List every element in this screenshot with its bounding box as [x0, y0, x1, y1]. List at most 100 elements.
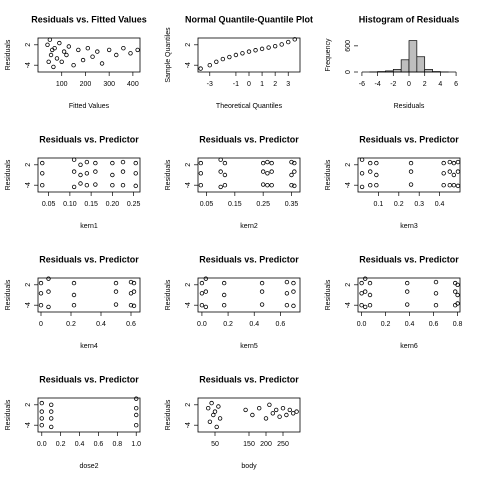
x-tick-label: 0.6 — [94, 441, 104, 448]
y-tick-label: 2 — [25, 163, 32, 167]
point — [46, 59, 51, 64]
point — [76, 47, 81, 53]
x-tick-label: 3 — [286, 81, 290, 88]
point — [78, 181, 83, 186]
point — [289, 172, 294, 178]
point — [222, 182, 228, 188]
point — [289, 182, 294, 188]
point — [133, 171, 138, 176]
x-axis-label: dose2 — [79, 463, 98, 470]
x-tick-label: 0.6 — [429, 321, 439, 328]
y-tick-label: -4 — [185, 302, 192, 308]
plot-frame — [197, 37, 301, 73]
point — [455, 301, 460, 306]
point — [260, 169, 266, 174]
point — [84, 171, 90, 176]
point — [78, 172, 83, 178]
x-tick-label: -4 — [374, 81, 380, 88]
point — [203, 276, 209, 281]
point — [212, 409, 218, 414]
point — [40, 182, 45, 188]
x-tick-label: 0.0 — [197, 321, 207, 328]
point — [259, 302, 265, 307]
x-tick-label: 0.2 — [66, 321, 76, 328]
x-tick-label: 0.4 — [405, 321, 415, 328]
histogram-bar — [400, 59, 410, 73]
point — [277, 414, 282, 419]
point — [99, 61, 105, 66]
y-tick-label: -4 — [185, 62, 192, 68]
point — [447, 169, 452, 174]
point — [46, 289, 51, 294]
point — [39, 409, 44, 414]
point — [66, 44, 72, 49]
point — [113, 302, 119, 307]
x-tick-label: 400 — [127, 81, 139, 88]
x-tick-label: 0.4 — [75, 441, 85, 448]
point — [451, 182, 457, 188]
x-tick-label: 200 — [80, 81, 92, 88]
point — [455, 282, 460, 287]
point — [367, 303, 373, 308]
plot-frame — [37, 397, 141, 433]
x-axis-label: Residuals — [394, 103, 425, 110]
point — [199, 303, 205, 308]
point — [203, 289, 209, 294]
point — [71, 169, 77, 174]
x-tick-label: 0.05 — [42, 201, 56, 208]
point — [359, 280, 364, 286]
point — [84, 159, 90, 165]
point — [78, 162, 83, 167]
x-tick-label: 0 — [39, 321, 43, 328]
point — [49, 424, 54, 430]
point — [39, 423, 44, 428]
point — [54, 56, 60, 61]
point — [287, 407, 292, 413]
y-axis-label: Frequency — [325, 38, 332, 72]
x-tick-label: 0.0 — [357, 321, 367, 328]
plot-frame — [37, 277, 141, 313]
x-tick-label: 1 — [260, 81, 264, 88]
x-tick-label: 0 — [247, 81, 251, 88]
point — [441, 171, 446, 176]
point — [266, 45, 271, 50]
x-axis-label: kern4 — [80, 343, 98, 350]
plot-frame — [357, 277, 461, 313]
point — [198, 160, 204, 166]
y-tick-label: 2 — [25, 43, 32, 47]
panel-title: Residuals vs. Predictor — [199, 254, 299, 264]
point — [207, 62, 212, 68]
y-tick-label: -4 — [185, 422, 192, 428]
point — [214, 59, 219, 64]
point — [455, 292, 460, 298]
point — [363, 276, 368, 281]
point — [59, 59, 64, 64]
x-axis-label: body — [241, 463, 257, 470]
point — [134, 423, 139, 428]
point — [106, 47, 112, 53]
y-axis-label: Residuals — [165, 279, 172, 310]
point — [253, 48, 258, 53]
y-tick-label: 2 — [185, 283, 192, 287]
point — [270, 411, 275, 416]
x-tick-label: -3 — [207, 81, 213, 88]
point — [203, 304, 209, 310]
point — [121, 46, 126, 51]
point — [110, 160, 115, 166]
point — [205, 406, 211, 411]
x-tick-label: 0.8 — [112, 441, 122, 448]
point — [259, 46, 265, 52]
point — [257, 406, 262, 411]
point — [222, 160, 228, 166]
x-tick-label: 2 — [273, 81, 277, 88]
point — [279, 42, 284, 47]
point — [291, 280, 296, 286]
point — [80, 57, 86, 63]
plot-frame — [37, 37, 141, 73]
point — [207, 419, 213, 424]
point — [85, 46, 91, 51]
x-tick-label: 0.1 — [374, 201, 384, 208]
point — [250, 412, 255, 418]
point — [368, 169, 373, 174]
panel-title: Residuals vs. Fitted Values — [31, 14, 147, 24]
